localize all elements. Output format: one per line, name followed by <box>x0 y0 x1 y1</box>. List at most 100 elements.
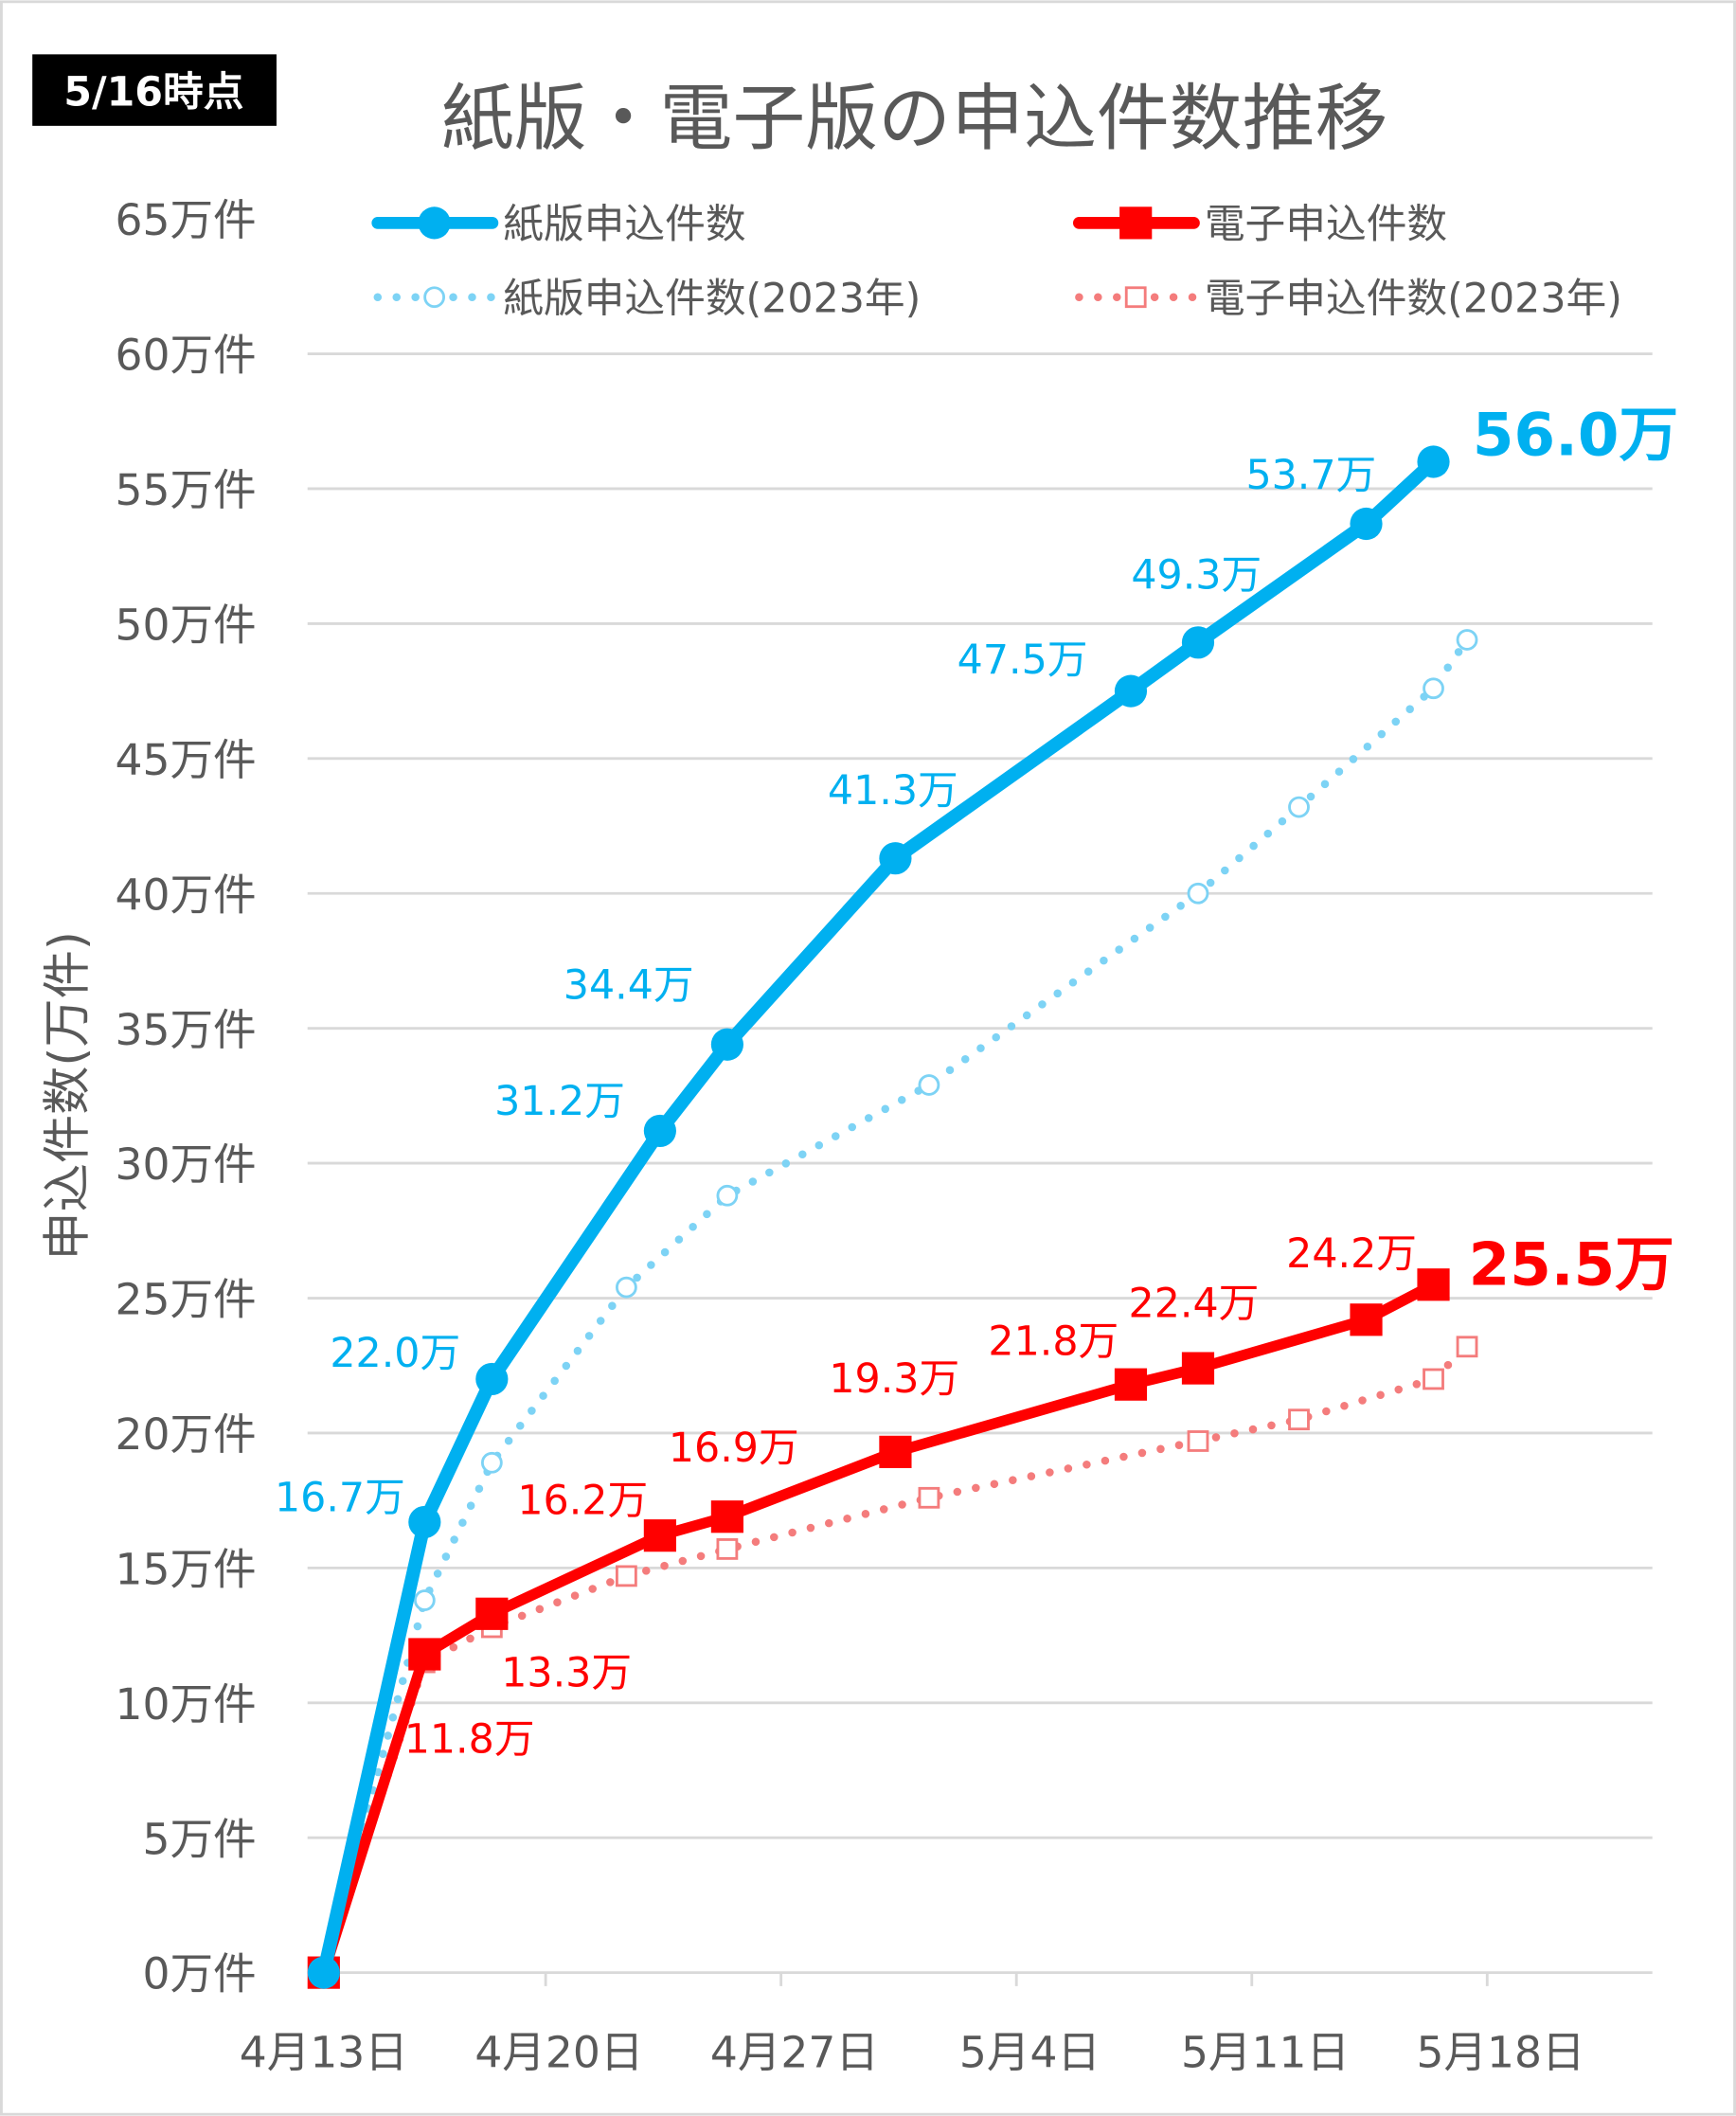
series-line <box>316 455 1441 1980</box>
y-tick-label: 50万件 <box>115 600 256 650</box>
data-label: 13.3万 <box>501 1650 632 1697</box>
data-label: 11.8万 <box>404 1715 535 1763</box>
x-tick-label: 5月11日 <box>1181 2027 1350 2077</box>
gridlines <box>307 352 1653 1839</box>
y-tick-label: 65万件 <box>115 195 256 245</box>
data-label: 31.2万 <box>494 1078 625 1125</box>
y-tick-label: 60万件 <box>115 331 256 381</box>
open-square-marker <box>716 1538 739 1560</box>
legend-item: 紙版申込件数 <box>371 201 746 248</box>
circle-marker <box>643 1114 676 1147</box>
y-tick-label: 10万件 <box>115 1679 256 1730</box>
open-square-marker <box>615 1565 637 1587</box>
legend-item: 電子申込件数 <box>1072 201 1447 248</box>
data-label: 16.2万 <box>517 1477 648 1524</box>
series-line <box>319 1342 1472 1977</box>
open-circle-marker <box>918 1074 940 1096</box>
square-marker <box>879 1435 912 1468</box>
circle-marker <box>1350 507 1383 541</box>
open-circle-marker <box>423 286 445 309</box>
data-label: 19.3万 <box>829 1355 959 1403</box>
square-marker <box>1350 1303 1383 1336</box>
legend-item: 電子申込件数(2023年) <box>1075 275 1622 322</box>
y-tick-label: 25万件 <box>115 1275 256 1325</box>
open-circle-marker <box>480 1451 503 1474</box>
circle-marker <box>475 1362 509 1396</box>
open-square-marker <box>1288 1408 1310 1431</box>
circle-marker <box>1114 674 1148 708</box>
circle-marker <box>710 1028 743 1061</box>
open-square-marker <box>918 1486 940 1509</box>
legend-label: 紙版申込件数 <box>503 201 745 248</box>
data-label: 16.9万 <box>669 1425 799 1472</box>
square-marker <box>1119 206 1153 240</box>
y-tick-label: 35万件 <box>115 1005 256 1055</box>
y-tick-label: 0万件 <box>142 1949 256 1999</box>
open-circle-marker <box>413 1589 436 1611</box>
data-label: 34.4万 <box>564 961 694 1009</box>
x-tick-label: 5月18日 <box>1416 2027 1584 2077</box>
circle-marker <box>418 206 451 240</box>
legend-item: 紙版申込件数(2023年) <box>373 275 921 322</box>
open-circle-marker <box>1423 677 1444 700</box>
data-label: 22.0万 <box>330 1330 460 1377</box>
square-marker <box>475 1597 509 1630</box>
date-badge-text: 5/16時点 <box>63 68 243 116</box>
x-tick-label: 4月27日 <box>710 2027 879 2077</box>
data-label: 24.2万 <box>1286 1230 1417 1278</box>
open-square-marker <box>1423 1368 1444 1390</box>
data-label: 53.7万 <box>1245 452 1376 499</box>
data-label: 47.5万 <box>957 637 1088 684</box>
x-tick-label: 5月4日 <box>959 2027 1101 2077</box>
data-label: 25.5万 <box>1469 1229 1674 1299</box>
data-label: 49.3万 <box>1131 551 1262 599</box>
square-marker <box>1114 1368 1148 1401</box>
square-marker <box>1417 1268 1450 1301</box>
legend-label: 紙版申込件数(2023年) <box>503 275 921 322</box>
circle-marker <box>307 1956 340 1989</box>
square-marker <box>710 1500 743 1533</box>
y-axis-title: 申込件数(万件) <box>39 931 96 1261</box>
x-tick-label: 4月13日 <box>240 2027 408 2077</box>
circle-marker <box>879 842 912 875</box>
y-tick-label: 30万件 <box>115 1139 256 1190</box>
series-layer <box>307 445 1478 1989</box>
series-0 <box>307 445 1450 1989</box>
circle-marker <box>408 1505 441 1539</box>
open-square-marker <box>1187 1430 1209 1452</box>
data-label: 22.4万 <box>1129 1280 1260 1327</box>
y-tick-label: 15万件 <box>115 1544 256 1594</box>
open-circle-marker <box>615 1276 637 1299</box>
y-tick-label: 20万件 <box>115 1409 256 1460</box>
axes: 0万件 5万件 10万件 15万件 20万件 25万件 30万件 35万件 40万件 45万件 50… <box>115 195 1653 2077</box>
circle-marker <box>1417 445 1450 478</box>
y-tick-label: 55万件 <box>115 465 256 515</box>
y-tick-label: 45万件 <box>115 735 256 785</box>
square-marker <box>643 1519 676 1552</box>
open-circle-marker <box>1288 796 1310 818</box>
data-labels: 16.7万 22.0万 31.2万 34.4万 41.3万 47.5万 49.3万 53.7万… <box>275 400 1678 1763</box>
date-badge <box>32 54 277 126</box>
legend-label: 電子申込件数(2023年) <box>1205 275 1622 322</box>
square-marker <box>1181 1352 1215 1385</box>
series-2 <box>313 629 1478 1984</box>
y-tick-label: 40万件 <box>115 870 256 920</box>
data-label: 16.7万 <box>275 1475 405 1522</box>
open-circle-marker <box>1187 882 1209 905</box>
legend-label: 電子申込件数 <box>1205 201 1447 248</box>
series-line <box>318 1279 1440 1979</box>
circle-marker <box>1181 626 1215 659</box>
data-label: 41.3万 <box>828 767 958 815</box>
chart-title: 紙版・電子版の申込件数推移 <box>441 77 1388 161</box>
data-label: 21.8万 <box>988 1318 1119 1365</box>
open-circle-marker <box>1456 629 1478 651</box>
x-tick-label: 4月20日 <box>474 2027 643 2077</box>
open-square-marker <box>1456 1336 1478 1358</box>
square-marker <box>408 1638 441 1671</box>
series-line <box>319 636 1472 1977</box>
open-circle-marker <box>716 1184 739 1207</box>
y-tick-label: 5万件 <box>142 1814 256 1864</box>
open-square-marker <box>1124 286 1147 309</box>
